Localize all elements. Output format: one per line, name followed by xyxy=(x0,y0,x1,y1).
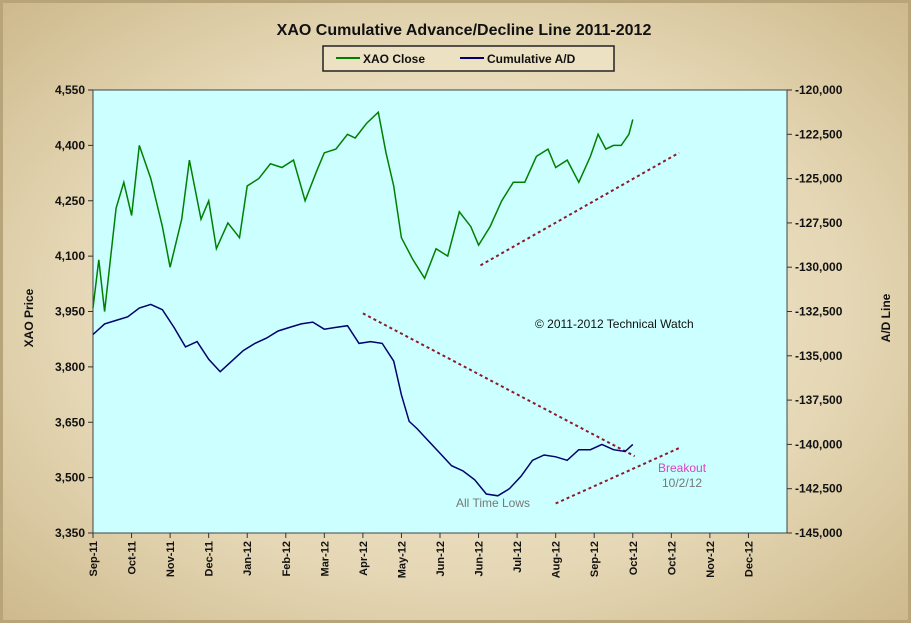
x-tick-label: Jun-12 xyxy=(474,541,486,576)
x-tick-label: Sep-12 xyxy=(589,541,601,577)
trendline xyxy=(479,151,680,267)
series-xao-close xyxy=(92,110,634,312)
annotation-breakout: Breakout xyxy=(658,461,707,475)
y-left-tick-label: 4,100 xyxy=(55,249,85,263)
trendlines xyxy=(362,151,680,505)
y-right-tick-label: -145,000 xyxy=(795,526,843,540)
copyright-text: © 2011-2012 Technical Watch xyxy=(535,317,694,331)
y-right-tick-label: -132,500 xyxy=(795,305,843,319)
y-right-tick-label: -120,000 xyxy=(795,83,843,97)
y-right-tick-label: -130,000 xyxy=(795,260,843,274)
plot-area xyxy=(92,89,788,534)
x-tick-label: Sep-11 xyxy=(88,541,100,576)
y-left-tick-label: 4,250 xyxy=(55,194,85,208)
x-tick-label: Oct-11 xyxy=(127,541,139,575)
annotation-all-time-lows: All Time Lows xyxy=(456,496,530,510)
y-left-tick-label: 3,650 xyxy=(55,415,85,429)
x-tick-label: Jan-12 xyxy=(242,541,254,576)
y-right-tick-label: -142,500 xyxy=(795,482,843,496)
y-axis-left-label: XAO Price xyxy=(22,288,36,347)
y-right-tick-label: -135,000 xyxy=(795,349,843,363)
y-left-tick-label: 4,550 xyxy=(55,83,85,97)
y-left-tick-label: 4,400 xyxy=(55,138,85,152)
x-tick-label: Apr-12 xyxy=(358,541,370,576)
x-tick-label: Feb-12 xyxy=(281,541,293,576)
x-tick-label: Dec-11 xyxy=(204,541,216,576)
x-tick-label: Jun-12 xyxy=(435,541,447,576)
x-axis: Sep-11 Oct-11 Nov-11 Dec-11 Jan-12 Feb-12 Mar-… xyxy=(88,533,755,578)
y-left-tick-label: 3,500 xyxy=(55,471,85,485)
y-right-tick-label: -125,000 xyxy=(795,172,843,186)
y-left-tick-label: 3,350 xyxy=(55,526,85,540)
x-tick-label: Oct-12 xyxy=(628,541,640,575)
legend: XAO Close Cumulative A/D xyxy=(322,45,615,72)
y-axis-left: 4,550 4,400 4,250 4,100 3,950 3,800 3,650 3,500… xyxy=(55,83,93,540)
y-axis-right-label: A/D Line xyxy=(879,293,893,342)
y-right-tick-label: -140,000 xyxy=(795,437,843,451)
legend-label-ad: Cumulative A/D xyxy=(487,52,576,66)
series-cumulative-ad xyxy=(92,303,634,497)
x-tick-label: Dec-12 xyxy=(743,541,755,577)
y-axis-right: -120,000 -122,500 -125,000 -127,500 -130,000… xyxy=(787,83,843,540)
x-tick-label: Oct-12 xyxy=(666,541,678,575)
x-tick-label: Aug-12 xyxy=(551,541,563,578)
x-tick-label: Nov-11 xyxy=(165,541,177,577)
x-tick-label: Nov-12 xyxy=(705,541,717,578)
x-tick-label: Jul-12 xyxy=(512,541,524,573)
annotation-breakout-date: 10/2/12 xyxy=(662,476,702,490)
x-tick-label: May-12 xyxy=(396,541,408,578)
x-tick-label: Mar-12 xyxy=(319,541,331,576)
y-right-tick-label: -137,500 xyxy=(795,393,843,407)
trendline xyxy=(555,447,680,505)
y-right-tick-label: -122,500 xyxy=(795,127,843,141)
y-right-tick-label: -127,500 xyxy=(795,216,843,230)
legend-label-xao: XAO Close xyxy=(363,52,425,66)
y-left-tick-label: 3,950 xyxy=(55,305,85,319)
chart-title: XAO Cumulative Advance/Decline Line 2011… xyxy=(277,22,652,39)
y-left-tick-label: 3,800 xyxy=(55,360,85,374)
